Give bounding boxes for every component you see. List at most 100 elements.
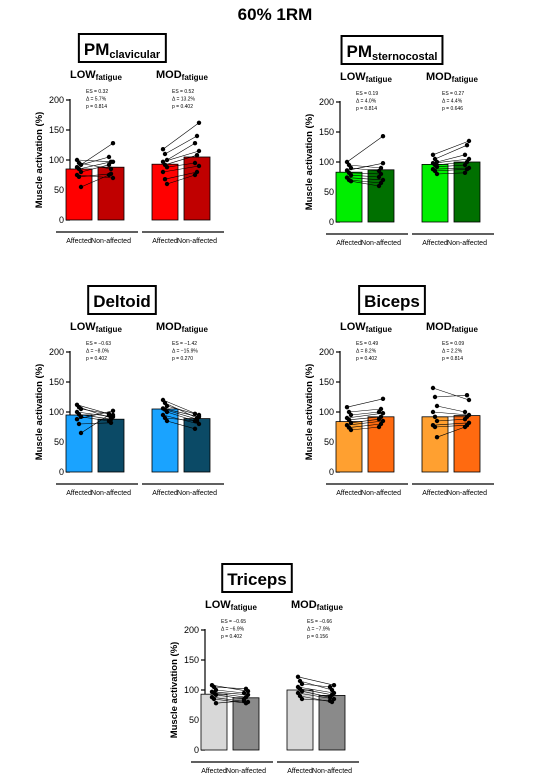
paired-line xyxy=(164,402,198,419)
data-point-non-affected xyxy=(464,393,470,398)
data-point-non-affected xyxy=(376,424,382,430)
y-tick-label: 100 xyxy=(49,407,64,417)
x-category-label: Affected xyxy=(287,768,313,775)
data-point-non-affected xyxy=(110,408,116,413)
paired-line xyxy=(346,412,384,419)
paired-line xyxy=(80,416,110,422)
panel-title-box xyxy=(358,285,426,315)
data-point-affected xyxy=(299,681,305,687)
paired-line xyxy=(348,172,382,175)
paired-line xyxy=(436,426,466,438)
data-point-non-affected xyxy=(380,161,386,166)
y-tick-label: 200 xyxy=(319,97,334,107)
y-tick-label: 50 xyxy=(189,715,199,725)
stat-line: Δ = −15.9% xyxy=(172,349,198,355)
stat-line: Δ = −6.9% xyxy=(221,627,245,633)
data-point-affected xyxy=(430,385,436,391)
data-point-affected xyxy=(434,164,440,169)
paired-line xyxy=(162,150,200,163)
paired-line xyxy=(166,411,196,422)
paired-line xyxy=(432,167,470,170)
data-point-non-affected xyxy=(110,141,116,146)
stat-line: p = 0.814 xyxy=(442,356,463,362)
paired-line xyxy=(432,422,470,426)
data-point-non-affected xyxy=(466,397,472,403)
y-tick-label: 100 xyxy=(319,407,334,417)
panel-pmclavicular: PMclavicular 0 50 100 150 200 Muscle activatio… xyxy=(34,33,224,245)
stat-line: Δ = 2.2% xyxy=(442,349,463,355)
data-point-non-affected xyxy=(331,683,337,688)
data-point-non-affected xyxy=(380,396,386,401)
stat-line: p = 0.814 xyxy=(356,106,377,112)
data-point-non-affected xyxy=(106,172,112,178)
y-tick-label: 200 xyxy=(184,625,199,635)
paired-line xyxy=(78,422,112,425)
paired-line xyxy=(350,174,380,178)
paired-line xyxy=(348,408,382,413)
paired-line xyxy=(164,409,198,420)
panel-title-main: PM xyxy=(347,42,373,61)
stat-line: ES = 0.32 xyxy=(86,89,108,95)
paired-line xyxy=(78,173,112,178)
data-point-affected xyxy=(348,179,354,184)
data-point-non-affected xyxy=(194,418,200,424)
paired-line xyxy=(297,692,335,700)
x-category-label: Affected xyxy=(336,490,362,497)
data-point-non-affected xyxy=(108,166,114,172)
paired-line xyxy=(76,410,114,420)
bar-non-affected xyxy=(232,697,260,751)
panel-title-main: Deltoid xyxy=(93,292,151,311)
y-tick-label: 150 xyxy=(184,655,199,665)
condition-label: LOWfatigue xyxy=(340,321,392,334)
x-category-label: Non-affected xyxy=(361,490,401,497)
paired-line xyxy=(76,142,114,168)
x-category-label: Non-affected xyxy=(177,490,217,497)
stat-line: Δ = −7.9% xyxy=(307,627,331,633)
condition-label: MODfatigue xyxy=(156,69,208,82)
data-point-non-affected xyxy=(196,163,202,169)
condition-label: MODfatigue xyxy=(426,71,478,84)
paired-line xyxy=(78,414,112,420)
paired-line xyxy=(164,154,198,166)
data-point-affected xyxy=(78,184,84,190)
condition-label: LOWfatigue xyxy=(70,321,122,334)
bar-affected xyxy=(151,163,179,221)
x-category-label: Affected xyxy=(66,490,92,497)
condition-sub: fatigue xyxy=(366,325,393,334)
paired-line xyxy=(215,694,245,700)
data-point-affected xyxy=(162,151,168,157)
data-point-non-affected xyxy=(327,684,333,690)
paired-line xyxy=(211,691,249,696)
condition-main: MOD xyxy=(156,321,182,333)
y-tick-label: 50 xyxy=(324,437,334,447)
paired-line xyxy=(434,168,468,172)
data-point-affected xyxy=(164,409,170,415)
figure-title: 60% 1RM xyxy=(238,5,313,24)
x-category-label: Non-affected xyxy=(447,490,487,497)
y-tick-label: 0 xyxy=(329,217,334,227)
panel-triceps: Triceps 0 50 100 150 200 Muscle activation (%)… xyxy=(169,563,359,775)
y-tick-label: 50 xyxy=(54,437,64,447)
y-tick-label: 50 xyxy=(54,185,64,195)
data-point-affected xyxy=(432,424,438,430)
x-category-label: Non-affected xyxy=(447,240,487,247)
y-axis-label: Muscle activation (%) xyxy=(169,642,180,739)
condition-sub: fatigue xyxy=(182,325,209,334)
data-point-affected xyxy=(430,409,436,415)
x-category-label: Affected xyxy=(201,768,227,775)
data-point-affected xyxy=(434,403,440,409)
condition-main: LOW xyxy=(70,69,96,81)
x-category-label: Non-affected xyxy=(91,490,131,497)
y-axis-label: Muscle activation (%) xyxy=(304,114,315,211)
stat-line: ES = −0.65 xyxy=(221,619,246,625)
stat-line: p = 0.814 xyxy=(86,104,107,110)
paired-line xyxy=(166,420,196,430)
paired-line xyxy=(436,172,466,175)
paired-line xyxy=(78,406,112,419)
condition-main: MOD xyxy=(426,71,452,83)
bar-affected xyxy=(286,689,314,751)
condition-label: MODfatigue xyxy=(426,321,478,334)
y-tick-label: 150 xyxy=(49,377,64,387)
data-point-affected xyxy=(164,418,170,424)
